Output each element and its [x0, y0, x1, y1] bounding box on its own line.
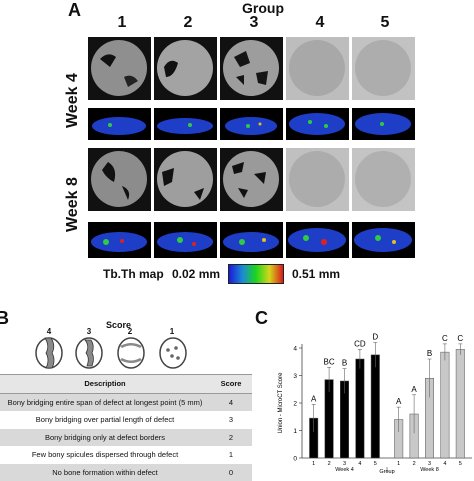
tbth-map-week8-group4	[286, 222, 349, 258]
panel-a-letter: A	[68, 0, 81, 21]
x-tick-label: 2	[328, 461, 331, 467]
row-score: 1	[210, 446, 252, 464]
group-label: Week 8	[420, 467, 439, 473]
row-label-week-8: Week 8	[64, 177, 82, 232]
ct-image-week8-group4	[286, 148, 349, 211]
table-header-row: Description Score	[0, 375, 252, 394]
significance-letter: B	[342, 359, 347, 368]
bar	[356, 359, 364, 458]
ct-image-week8-group2	[154, 148, 217, 211]
significance-letter: A	[396, 397, 402, 406]
tbth-map-week8-group3	[220, 222, 283, 258]
tbth-map-week4-group3	[220, 108, 283, 140]
row-score: 2	[210, 429, 252, 447]
tbth-map-week8-group1	[88, 222, 151, 258]
significance-letter: CD	[354, 339, 366, 348]
scale-bar	[420, 208, 429, 211]
y-tick-label: 4	[293, 346, 297, 353]
significance-letter: A	[311, 394, 317, 403]
column-label-2: 2	[173, 14, 203, 32]
map-min-value: 0.02 mm	[172, 267, 220, 281]
color-scale-bar	[228, 264, 284, 284]
x-tick-label: 1	[312, 461, 315, 467]
significance-letter: B	[427, 349, 432, 358]
column-label-1: 1	[107, 14, 137, 32]
table-row: Bony bridging over partial length of def…	[0, 411, 252, 429]
ct-image-week4-group4	[286, 37, 349, 100]
bar	[456, 349, 464, 458]
x-tick-label: 5	[459, 461, 462, 467]
panel-c-letter: C	[255, 308, 268, 329]
schematic-score-1	[158, 336, 188, 370]
ct-image-week4-group1	[88, 37, 151, 100]
tbth-map-week8-group5	[352, 222, 415, 258]
x-axis-label: Group	[379, 469, 394, 474]
schematic-score-3	[74, 336, 104, 370]
schematic-label-2: 2	[124, 327, 136, 336]
schematic-score-2	[116, 336, 146, 370]
significance-letter: A	[411, 385, 417, 394]
schematic-label-4: 4	[43, 327, 55, 336]
header-description: Description	[0, 375, 210, 394]
row-score: 0	[210, 464, 252, 481]
schematic-score-4	[34, 336, 64, 370]
column-label-4: 4	[305, 14, 335, 32]
tbth-map-week4-group4	[286, 108, 349, 140]
x-tick-label: 2	[413, 461, 416, 467]
schematic-label-3: 3	[83, 327, 95, 336]
x-tick-label: 5	[374, 461, 377, 467]
schematic-label-1: 1	[166, 327, 178, 336]
table-row: Bony bridging entire span of defect at l…	[0, 393, 252, 411]
ct-image-week4-group5	[352, 37, 415, 100]
x-tick-label: 4	[358, 461, 361, 467]
x-tick-label: 1	[397, 461, 400, 467]
bar	[441, 352, 449, 458]
y-tick-label: 3	[293, 373, 297, 380]
map-label: Tb.Th map	[103, 267, 164, 281]
ct-image-week4-group2	[154, 37, 217, 100]
row-description: Bony bridging entire span of defect at l…	[0, 393, 210, 411]
significance-letter: C	[442, 334, 448, 343]
row-label-week-4: Week 4	[64, 73, 82, 128]
row-score: 4	[210, 393, 252, 411]
tbth-map-week4-group1	[88, 108, 151, 140]
row-description: Bony bridging over partial length of def…	[0, 411, 210, 429]
row-description: Few bony spicules dispersed through defe…	[0, 446, 210, 464]
table-row: No bone formation within defect 0	[0, 464, 252, 481]
ct-image-week4-group3	[220, 37, 283, 100]
score-table: Description Score Bony bridging entire s…	[0, 374, 252, 481]
y-axis-label: Union - MicroCT Score	[278, 372, 284, 434]
y-tick-label: 2	[293, 401, 297, 408]
ct-image-week8-group5	[352, 148, 415, 211]
panel-b-letter: B	[0, 308, 9, 329]
y-tick-label: 0	[293, 456, 297, 463]
map-max-value: 0.51 mm	[292, 267, 340, 281]
x-tick-label: 4	[443, 461, 446, 467]
column-label-3: 3	[239, 14, 269, 32]
group-label: Week 4	[335, 467, 354, 473]
ct-image-week8-group3	[220, 148, 283, 211]
significance-letter: D	[372, 333, 378, 342]
table-row: Few bony spicules dispersed through defe…	[0, 446, 252, 464]
row-score: 3	[210, 411, 252, 429]
significance-letter: BC	[324, 357, 335, 366]
column-label-5: 5	[370, 14, 400, 32]
tbth-map-week8-group2	[154, 222, 217, 258]
bar	[371, 355, 379, 458]
ct-image-week8-group1	[88, 148, 151, 211]
tbth-map-week4-group2	[154, 108, 217, 140]
header-score: Score	[210, 375, 252, 394]
tbth-map-week4-group5	[352, 108, 415, 140]
row-description: No bone formation within defect	[0, 464, 210, 481]
significance-letter: C	[457, 334, 463, 343]
table-row: Bony bridging only at defect borders 2	[0, 429, 252, 447]
row-description: Bony bridging only at defect borders	[0, 429, 210, 447]
y-tick-label: 1	[293, 428, 297, 435]
